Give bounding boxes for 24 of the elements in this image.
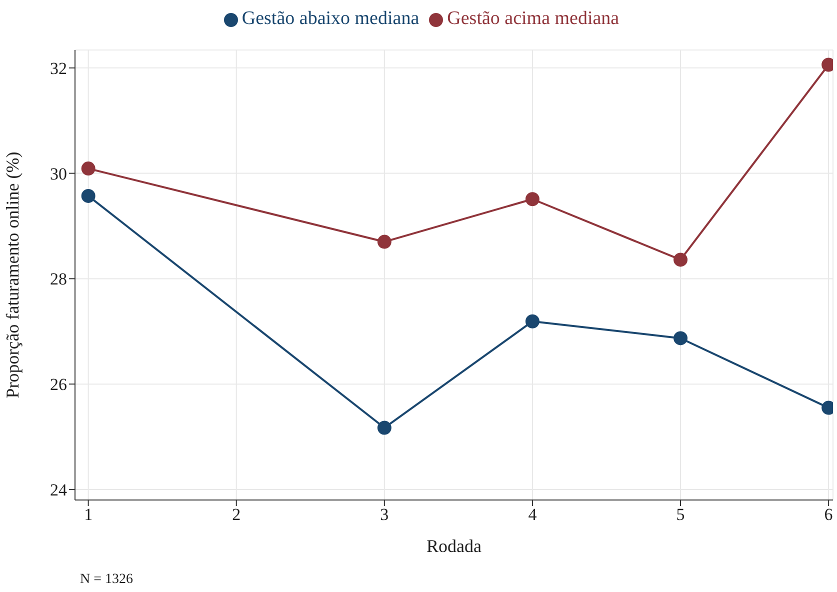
y-tick-label: 28 [50,270,67,289]
point [377,420,392,435]
point [674,331,688,346]
y-axis-title: Proporção faturamento online (%) [2,152,22,398]
text: N = 1326 [80,572,134,588]
x-tick-label: 5 [676,505,685,524]
x-tick-label: 4 [528,505,538,524]
legend-label: Gestão acima mediana [447,8,620,29]
point [377,234,392,249]
x-axis-title: Rodada [426,536,482,556]
x-tick-label: 1 [84,505,93,524]
point [525,192,540,206]
y-tick-label: 26 [50,375,67,394]
y-tick-label: 30 [50,164,67,184]
legend-label: Gestão abaixo mediana [242,8,420,29]
x-tick-label: 6 [824,505,833,524]
point [81,188,96,203]
y-tick-label: 32 [50,58,67,78]
point [674,252,688,267]
point [525,314,540,328]
y-tick-label: 24 [50,480,68,500]
x-tick-label: 3 [380,505,389,524]
point [81,162,96,176]
x-tick-label: 2 [232,505,241,524]
